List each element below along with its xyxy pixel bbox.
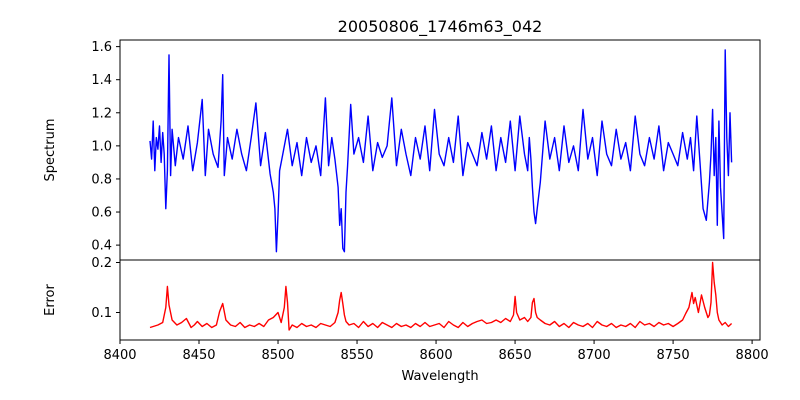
error-panel: 0.1 0.2 Error 8400 8450 8500 8550 8600 8650 8700 8… <box>43 256 769 363</box>
x-axis-label: Wavelength <box>401 369 478 384</box>
spectrum-y-tick-label: 0.6 <box>91 206 112 221</box>
chart-title: 20050806_1746m63_042 <box>338 17 543 37</box>
spectrum-panel: 0.4 0.6 0.8 1.0 1.2 1.4 1.6 Spectrum <box>43 39 761 261</box>
spectrum-axes-frame <box>119 39 761 261</box>
error-y-tick-label: 0.2 <box>91 256 112 271</box>
spectrum-y-axis-label: Spectrum <box>43 119 58 182</box>
spectrum-y-tick-label: 1.6 <box>91 40 112 55</box>
spectrum-y-tick-label: 0.4 <box>91 239 112 254</box>
error-axes-frame <box>119 259 761 341</box>
x-tick-label: 8750 <box>657 348 690 363</box>
x-tick-label: 8600 <box>420 348 453 363</box>
spectrum-series-line <box>149 49 733 253</box>
spectrum-y-tick-label: 1.2 <box>91 106 112 121</box>
x-tick-label: 8700 <box>578 348 611 363</box>
error-series-line <box>149 261 733 331</box>
x-tick-label: 8400 <box>103 348 136 363</box>
x-tick-label: 8450 <box>182 348 215 363</box>
spectrum-y-tick-label: 1.4 <box>91 73 112 88</box>
x-tick-label: 8500 <box>261 348 294 363</box>
spectrum-y-tick-label: 0.8 <box>91 172 112 187</box>
spectrum-y-tick-label: 1.0 <box>91 139 112 154</box>
x-tick-label: 8650 <box>499 348 532 363</box>
error-y-axis-label: Error <box>43 284 58 316</box>
x-tick-label: 8800 <box>736 348 769 363</box>
x-tick-label: 8550 <box>340 348 373 363</box>
error-y-tick-label: 0.1 <box>91 306 112 321</box>
